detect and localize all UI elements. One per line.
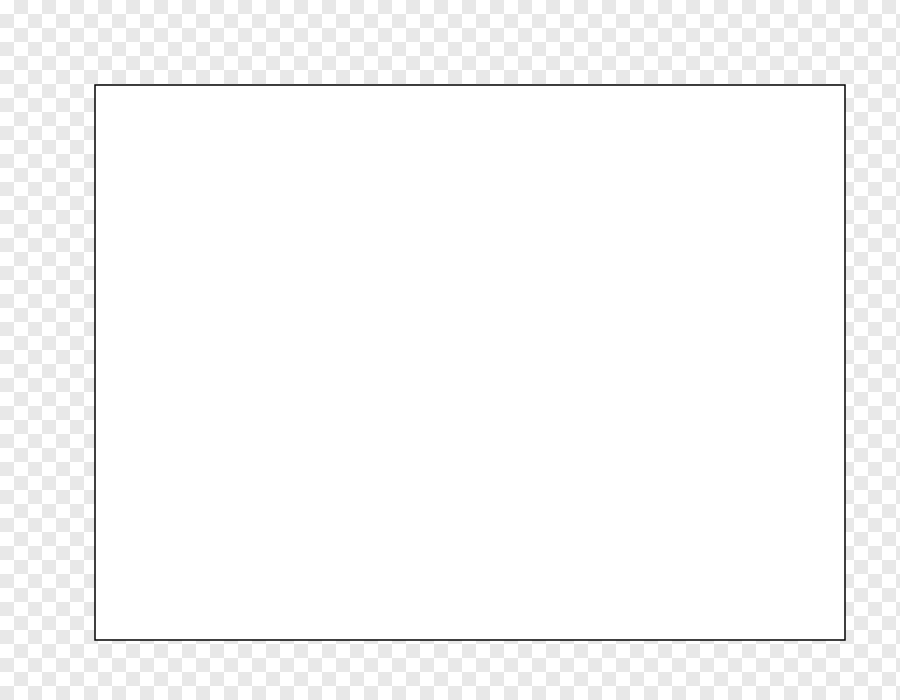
- keeling-curve-chart: [0, 0, 900, 700]
- plot-area: [95, 85, 845, 640]
- chart-container: [0, 0, 900, 700]
